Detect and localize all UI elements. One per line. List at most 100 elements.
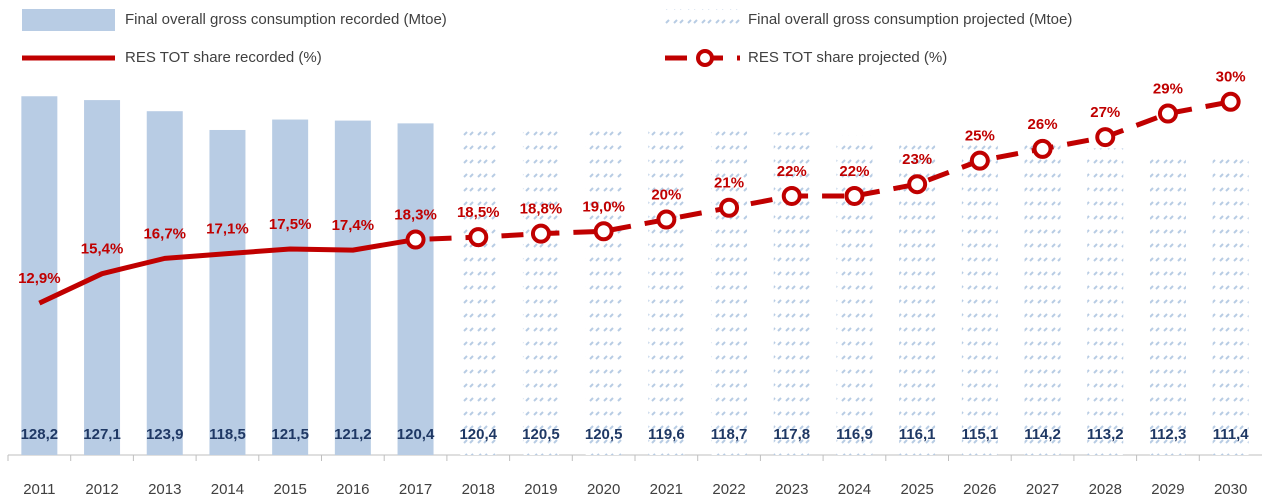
line-marker <box>530 223 551 244</box>
line-value-label: 30% <box>1216 69 1246 86</box>
line-marker <box>656 209 677 230</box>
bar-value-label: 128,2 <box>21 426 59 443</box>
bar-value-label: 121,5 <box>271 426 309 443</box>
line-marker <box>593 221 614 242</box>
line-value-label: 27% <box>1090 104 1120 121</box>
x-tick-label: 2017 <box>399 481 432 498</box>
bar-value-label: 127,1 <box>83 426 121 443</box>
bar-value-label: 116,9 <box>836 426 873 443</box>
x-tick-label: 2015 <box>273 481 306 498</box>
line-marker <box>468 227 489 248</box>
bar <box>1212 154 1249 455</box>
line-value-label: 29% <box>1153 81 1183 98</box>
x-tick-label: 2016 <box>336 481 369 498</box>
line-value-label: 17,5% <box>269 216 312 233</box>
x-tick-label: 2014 <box>211 481 244 498</box>
bar-value-label: 121,2 <box>334 426 372 443</box>
line-value-label: 17,4% <box>332 217 375 234</box>
legend-swatch <box>665 9 740 31</box>
line-value-label: 18,8% <box>520 201 563 218</box>
line-marker <box>1220 91 1241 112</box>
line <box>38 237 416 306</box>
legend-marker <box>696 49 714 67</box>
x-tick-label: 2011 <box>23 481 55 498</box>
bar <box>961 141 998 456</box>
line-value-label: 17,1% <box>206 221 249 238</box>
bar-value-label: 119,6 <box>648 426 685 443</box>
x-tick-label: 2027 <box>1026 481 1059 498</box>
line-value-label: 23% <box>902 151 932 168</box>
line-value-label: 12,9% <box>18 270 61 287</box>
line-value-label: 18,3% <box>394 207 437 224</box>
legend-label: Final overall gross consumption recorded… <box>125 11 447 28</box>
x-tick-label: 2026 <box>963 481 996 498</box>
line-value-label: 25% <box>965 128 995 145</box>
bar <box>836 135 873 456</box>
bar-value-label: 120,5 <box>522 426 560 443</box>
bar-value-label: 114,2 <box>1024 426 1061 443</box>
bar-value-label: 111,4 <box>1213 426 1250 443</box>
line-marker <box>969 150 990 171</box>
bar <box>334 120 371 455</box>
x-tick-label: 2023 <box>775 481 808 498</box>
x-tick-label: 2029 <box>1151 481 1184 498</box>
line-marker <box>781 185 802 206</box>
bar <box>209 129 246 455</box>
line-marker <box>405 229 426 250</box>
line-marker <box>844 185 865 206</box>
legend-label: RES TOT share projected (%) <box>748 49 947 66</box>
bar-value-label: 118,5 <box>209 426 246 443</box>
line-value-label: 26% <box>1028 116 1058 133</box>
bar-value-label: 120,5 <box>585 426 623 443</box>
bar-value-label: 116,1 <box>899 426 936 443</box>
bar <box>773 132 810 455</box>
bar-value-label: 112,3 <box>1150 426 1187 443</box>
x-tick-label: 2012 <box>85 481 118 498</box>
bar <box>648 126 685 456</box>
line-value-label: 20% <box>651 186 681 203</box>
line-value-label: 16,7% <box>143 225 186 242</box>
bar <box>1024 144 1061 455</box>
line-marker <box>907 174 928 195</box>
legend-label: RES TOT share recorded (%) <box>125 49 322 66</box>
x-tick-label: 2019 <box>524 481 557 498</box>
line-value-label: 22% <box>777 163 807 180</box>
line-marker <box>719 197 740 218</box>
bar-value-label: 123,9 <box>146 426 184 443</box>
bar <box>711 129 748 455</box>
bar-value-label: 120,4 <box>397 426 435 443</box>
x-tick-label: 2013 <box>148 481 181 498</box>
bar <box>1149 151 1186 455</box>
line-value-label: 19,0% <box>582 198 625 215</box>
line-marker <box>1157 103 1178 124</box>
x-tick-label: 2024 <box>838 481 871 498</box>
bar-value-label: 115,1 <box>961 426 998 443</box>
line-value-label: 18,5% <box>457 204 500 221</box>
legend-swatch <box>22 9 115 31</box>
x-tick-label: 2028 <box>1089 481 1122 498</box>
legend-label: Final overall gross consumption projecte… <box>748 11 1072 28</box>
bar <box>146 111 183 455</box>
x-tick-label: 2020 <box>587 481 620 498</box>
bar-value-label: 118,7 <box>711 426 748 443</box>
bar <box>272 119 309 456</box>
bar-value-label: 120,4 <box>459 426 497 443</box>
bar <box>460 123 497 455</box>
line-marker <box>1095 127 1116 148</box>
line-value-label: 22% <box>839 163 869 180</box>
line-marker <box>1032 138 1053 159</box>
x-tick-label: 2018 <box>462 481 495 498</box>
bar <box>522 123 559 456</box>
x-tick-label: 2025 <box>900 481 933 498</box>
x-tick-label: 2030 <box>1214 481 1247 498</box>
bar <box>585 123 622 456</box>
bar <box>21 96 58 455</box>
bar <box>397 123 434 455</box>
line-value-label: 15,4% <box>81 241 124 258</box>
x-tick-label: 2021 <box>650 481 683 498</box>
x-tick-label: 2022 <box>712 481 745 498</box>
bar <box>1087 148 1124 455</box>
bar-value-label: 113,2 <box>1087 426 1124 443</box>
line-value-label: 21% <box>714 175 744 192</box>
